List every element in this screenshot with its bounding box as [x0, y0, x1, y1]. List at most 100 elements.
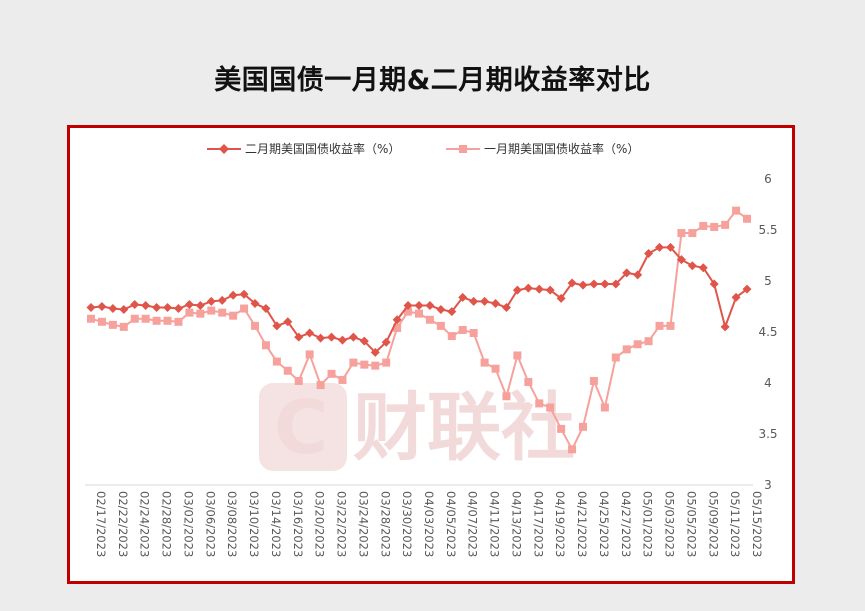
- data-point-2m: [425, 300, 435, 310]
- x-tick-label: 03/06/2023: [203, 491, 217, 557]
- data-point-1m: [108, 320, 117, 329]
- y-tick-label: 3.5: [758, 427, 777, 441]
- x-tick-label: 04/17/2023: [531, 491, 545, 557]
- data-point-1m: [589, 376, 598, 385]
- chart-title: 美国国债一月期&二月期收益率对比: [214, 65, 651, 96]
- data-point-2m: [622, 268, 632, 278]
- watermark-logo-bg: [259, 383, 347, 471]
- data-point-2m: [458, 292, 468, 302]
- chart-frame: C 财联社 二月期美国国债收益率（%） 一月期美国国债收益率（%） 3 3.5 4 4…: [67, 125, 795, 584]
- data-point-1m: [600, 403, 609, 412]
- x-tick-label: 05/03/2023: [663, 491, 677, 557]
- data-point-1m: [207, 306, 216, 315]
- data-point-1m: [480, 358, 489, 367]
- data-point-2m: [589, 279, 599, 289]
- legend-label-1m: 一月期美国国债收益率（%）: [484, 141, 639, 156]
- data-point-1m: [469, 329, 478, 338]
- data-point-2m: [534, 284, 544, 294]
- data-point-2m: [720, 322, 730, 332]
- data-point-1m: [218, 308, 227, 317]
- x-tick-label: 03/10/2023: [247, 491, 261, 557]
- data-point-2m: [469, 296, 479, 306]
- data-point-2m: [676, 255, 686, 265]
- data-point-2m: [523, 283, 533, 293]
- data-point-2m: [316, 333, 326, 343]
- data-point-1m: [152, 316, 161, 325]
- x-tick-label: 03/16/2023: [291, 491, 305, 557]
- data-point-2m: [578, 280, 588, 290]
- data-point-1m: [272, 357, 281, 366]
- data-point-2m: [228, 290, 238, 300]
- data-point-1m: [415, 309, 423, 318]
- x-tick-label: 03/22/2023: [335, 491, 349, 557]
- data-point-1m: [710, 222, 719, 231]
- x-tick-label: 03/28/2023: [378, 491, 392, 557]
- data-point-2m: [665, 242, 675, 252]
- data-point-1m: [688, 229, 697, 238]
- data-point-2m: [348, 332, 358, 342]
- data-point-1m: [436, 321, 445, 330]
- chart-series-layer: [86, 206, 752, 454]
- data-point-1m: [579, 422, 587, 431]
- x-tick-label: 05/05/2023: [684, 491, 698, 557]
- x-tick-label: 04/19/2023: [553, 491, 567, 557]
- data-point-1m: [196, 309, 205, 318]
- data-point-2m: [163, 303, 173, 313]
- data-point-1m: [251, 321, 259, 330]
- data-point-1m: [382, 358, 391, 367]
- data-point-1m: [327, 369, 336, 378]
- y-tick-label: 3: [764, 478, 772, 492]
- data-point-1m: [447, 332, 456, 341]
- data-point-2m: [327, 332, 337, 342]
- x-tick-label: 03/30/2023: [400, 491, 414, 557]
- legend-item-1m: 一月期美国国债收益率（%）: [446, 141, 639, 156]
- data-point-1m: [644, 337, 653, 346]
- data-point-2m: [119, 305, 129, 315]
- data-point-1m: [360, 360, 369, 369]
- x-tick-label: 05/09/2023: [706, 491, 720, 557]
- x-tick-label: 05/11/2023: [728, 491, 742, 557]
- data-point-1m: [393, 323, 402, 332]
- data-point-1m: [349, 358, 358, 367]
- data-point-2m: [731, 292, 741, 302]
- data-point-2m: [414, 300, 424, 310]
- data-point-1m: [557, 424, 566, 433]
- data-point-1m: [491, 364, 500, 373]
- data-point-2m: [272, 321, 282, 331]
- data-point-2m: [217, 295, 227, 305]
- data-point-1m: [502, 392, 511, 401]
- data-point-2m: [403, 300, 413, 310]
- data-point-1m: [655, 321, 664, 330]
- x-tick-label: 03/24/2023: [356, 491, 370, 557]
- data-point-1m: [677, 229, 686, 238]
- data-point-1m: [404, 307, 413, 316]
- data-point-2m: [337, 335, 347, 345]
- data-point-2m: [480, 296, 490, 306]
- data-point-1m: [163, 316, 172, 325]
- data-point-2m: [305, 328, 315, 338]
- chart-svg: C 财联社 二月期美国国债收益率（%） 一月期美国国债收益率（%） 3 3.5 4 4…: [85, 141, 778, 557]
- data-point-1m: [87, 314, 95, 323]
- data-point-2m: [381, 337, 391, 347]
- x-tick-label: 05/01/2023: [641, 491, 655, 557]
- y-tick-label: 5.5: [758, 223, 777, 237]
- data-point-1m: [743, 214, 751, 223]
- data-point-2m: [633, 270, 643, 280]
- data-point-2m: [97, 302, 107, 311]
- data-point-1m: [141, 314, 150, 323]
- data-point-2m: [184, 299, 194, 309]
- data-point-1m: [732, 206, 741, 215]
- x-tick-label: 03/02/2023: [181, 491, 195, 557]
- data-point-1m: [513, 351, 522, 360]
- data-point-2m: [195, 300, 205, 310]
- data-point-2m: [512, 285, 522, 295]
- data-point-1m: [425, 315, 434, 324]
- data-point-2m: [491, 298, 501, 308]
- data-point-2m: [611, 279, 621, 289]
- x-tick-label: 04/27/2023: [619, 491, 633, 557]
- data-point-1m: [283, 366, 292, 375]
- data-point-2m: [173, 304, 183, 314]
- watermark-text: 财联社: [353, 385, 575, 471]
- data-point-2m: [206, 296, 216, 306]
- data-point-1m: [229, 311, 238, 320]
